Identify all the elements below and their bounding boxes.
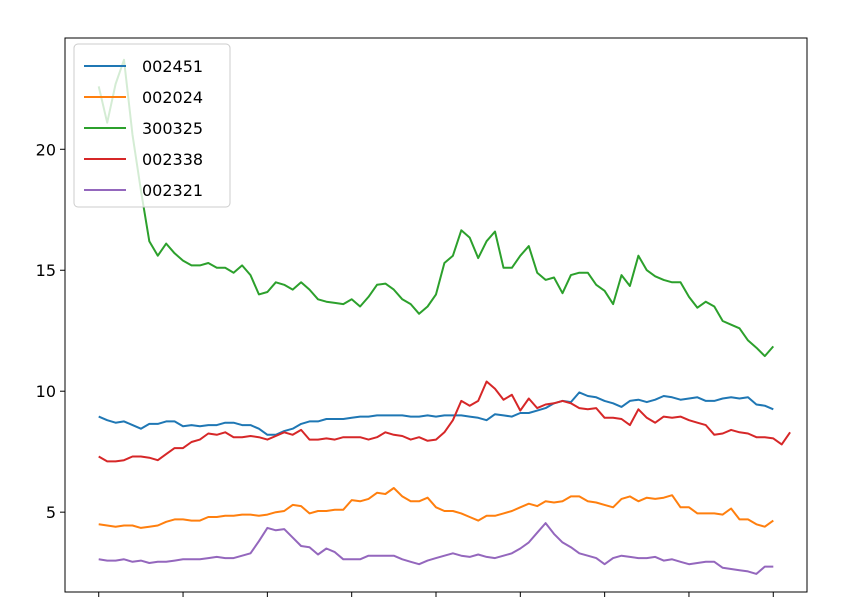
- axes-frame: [64, 37, 808, 593]
- y-tick-label: 10: [36, 382, 56, 401]
- legend-label: 002451: [142, 57, 203, 76]
- legend-label: 002024: [142, 88, 203, 107]
- series-line-002338: [98, 380, 791, 463]
- legend: 002451 002024 300325 002338 002321: [73, 43, 231, 208]
- series-line-300325: [97, 58, 775, 358]
- legend-box: [73, 43, 231, 208]
- series-line-002451: [98, 391, 774, 436]
- legend-label: 300325: [142, 119, 203, 138]
- y-tick-label: 15: [36, 261, 56, 280]
- y-axis: 5 10 15 20: [36, 140, 65, 522]
- series-line-002321: [98, 522, 774, 575]
- plot-area: [97, 58, 791, 575]
- series-line-002024: [98, 487, 774, 529]
- legend-label: 002321: [142, 181, 203, 200]
- y-tick-label: 5: [46, 503, 56, 522]
- x-axis: [98, 592, 774, 597]
- legend-label: 002338: [142, 150, 203, 169]
- y-tick-label: 20: [36, 140, 56, 159]
